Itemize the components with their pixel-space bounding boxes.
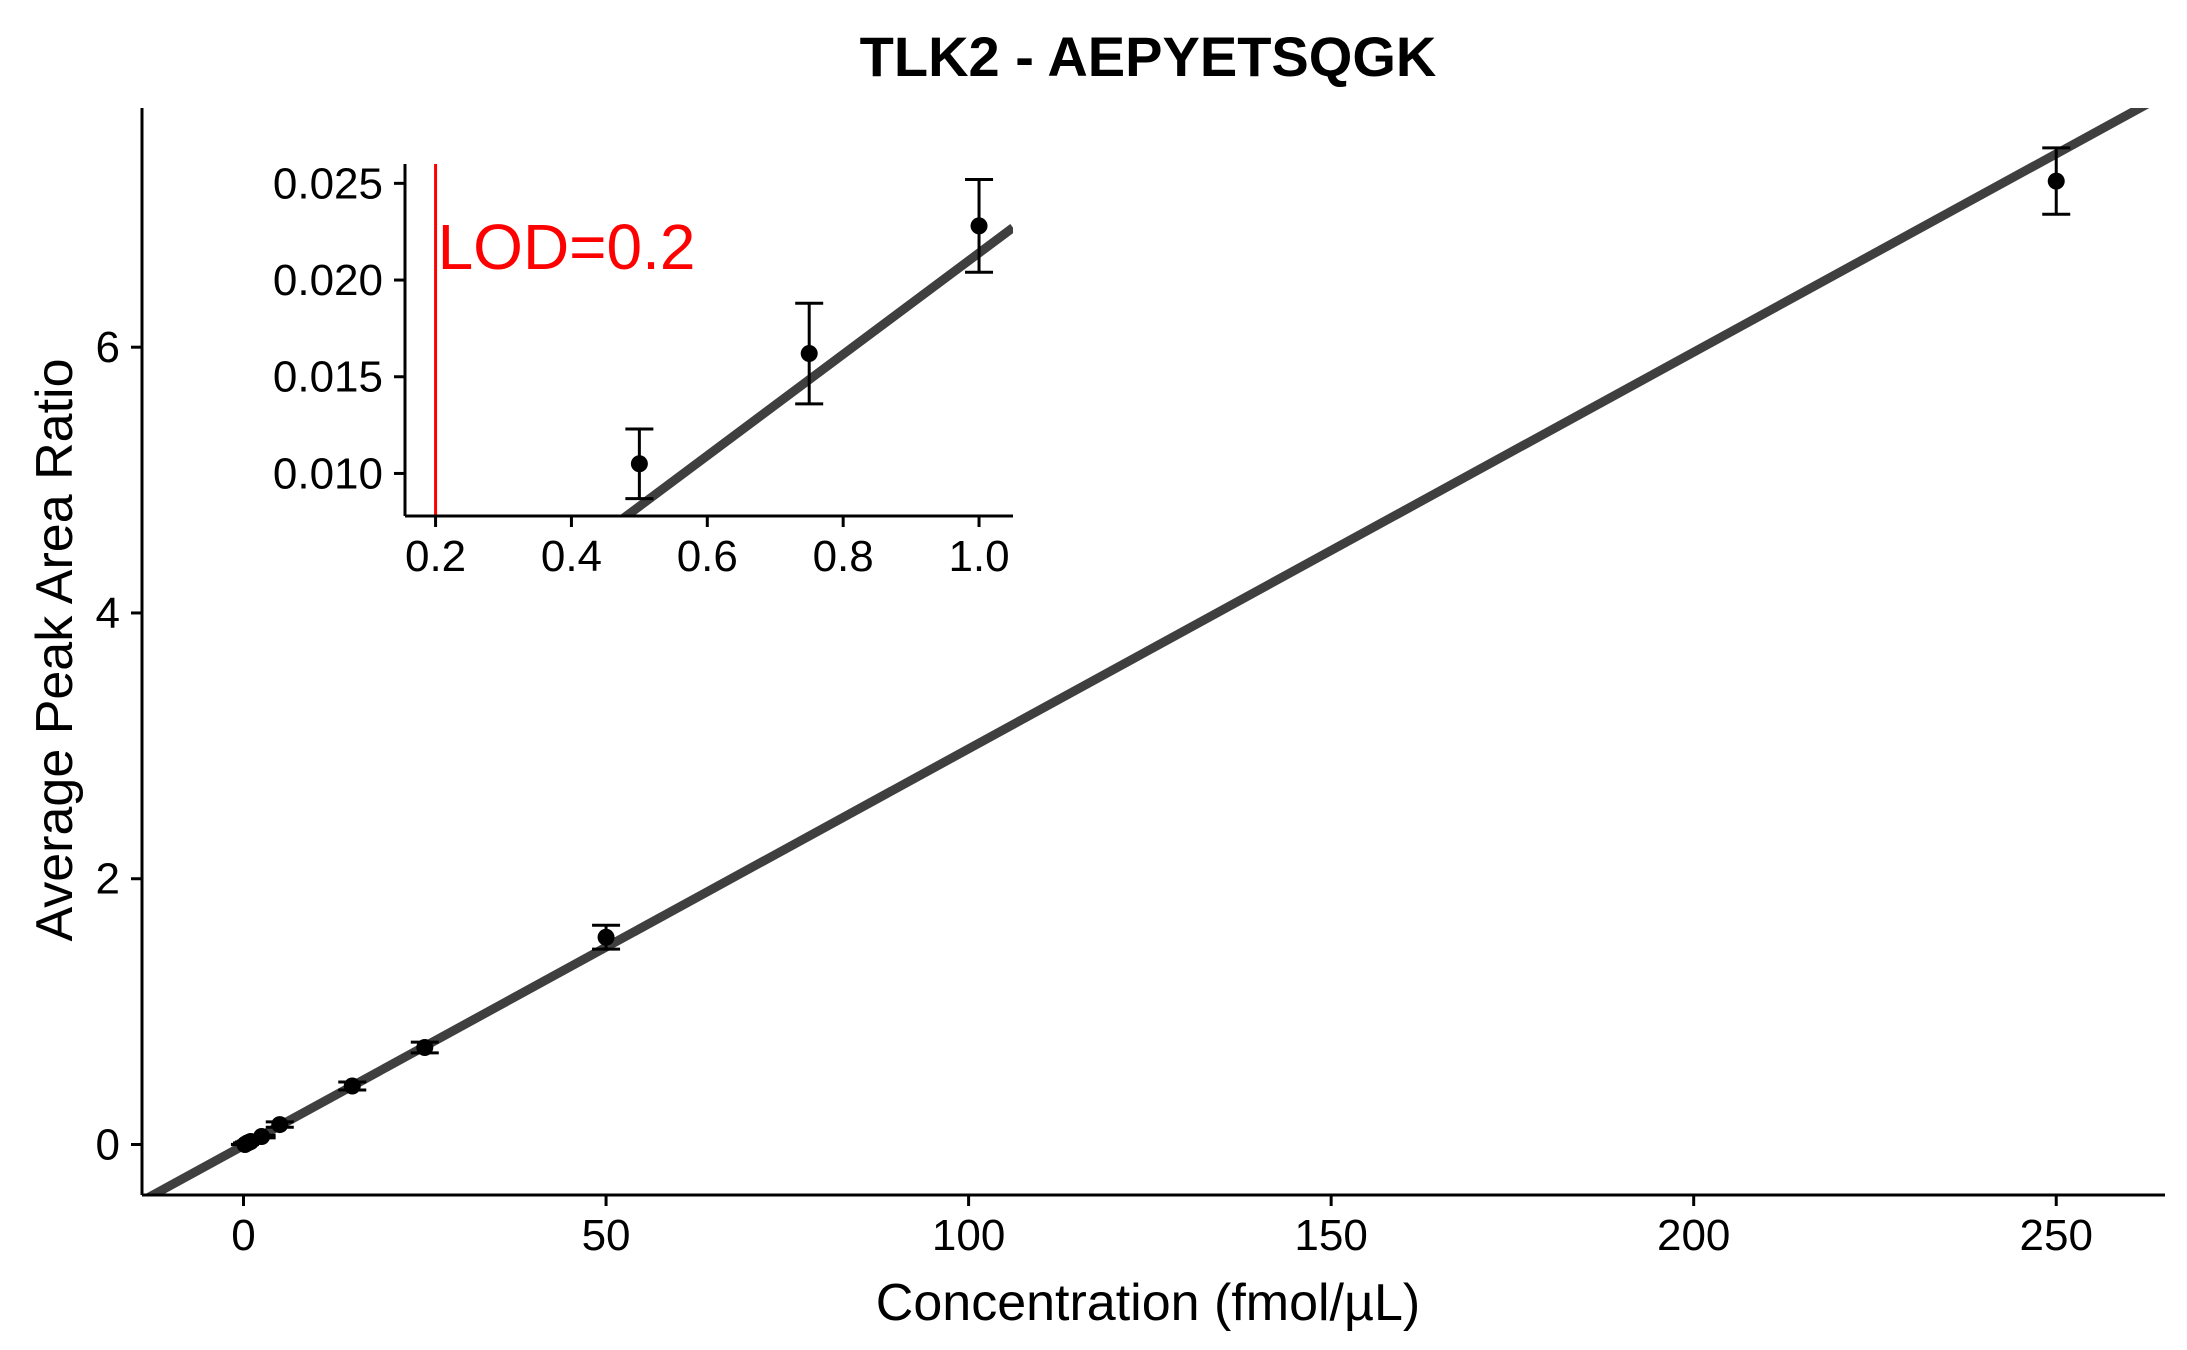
inset-y-tick-label: 0.015 [273,353,383,402]
main-data-point [2047,172,2065,190]
main-fit-line [143,108,2150,1195]
main-x-tick-label: 50 [582,1211,631,1260]
main-x-tick-label: 200 [1657,1211,1730,1260]
main-data-point [271,1116,289,1134]
inset-x-tick-label: 0.6 [677,532,738,581]
main-y-tick-label: 0 [96,1121,120,1170]
inset-plot-area: LOD=0.2 0.2 0.4 0.6 0.8 1.0 0.010 0.015 0.020 0.0… [273,159,1014,581]
inset-x-tick-label: 0.8 [813,532,874,581]
main-y-tick-label: 4 [96,589,120,638]
inset-fit-line [618,224,1013,516]
inset-y-tick-label: 0.010 [273,449,383,498]
y-axis-label: Average Peak Area Ratio [26,359,84,942]
inset-x-tick-label: 0.2 [405,532,466,581]
main-data-point [343,1077,361,1095]
inset-data-point [630,455,648,473]
main-data-point [416,1038,434,1056]
main-x-tick-label: 0 [231,1211,255,1260]
inset-lod-label: LOD=0.2 [438,211,696,283]
x-axis-label: Concentration (fmol/µL) [876,1274,1420,1332]
chart-title: TLK2 - AEPYETSQGK [860,25,1437,88]
main-x-tick-label: 150 [1294,1211,1367,1260]
main-data-point [597,928,615,946]
main-x-tick-label: 250 [2020,1211,2093,1260]
inset-x-tick-label: 1.0 [948,532,1009,581]
main-x-tick-label: 100 [932,1211,1005,1260]
main-plot-area: 0 50 100 150 200 250 0 2 4 6 [96,108,2165,1260]
main-y-tick-label: 2 [96,855,120,904]
main-data-point [253,1128,271,1146]
inset-data-point [800,345,818,363]
inset-data-point [970,217,988,235]
inset-x-tick-label: 0.4 [541,532,602,581]
inset-y-tick-label: 0.020 [273,256,383,305]
main-y-tick-label: 6 [96,323,120,372]
inset-y-tick-label: 0.025 [273,159,383,208]
